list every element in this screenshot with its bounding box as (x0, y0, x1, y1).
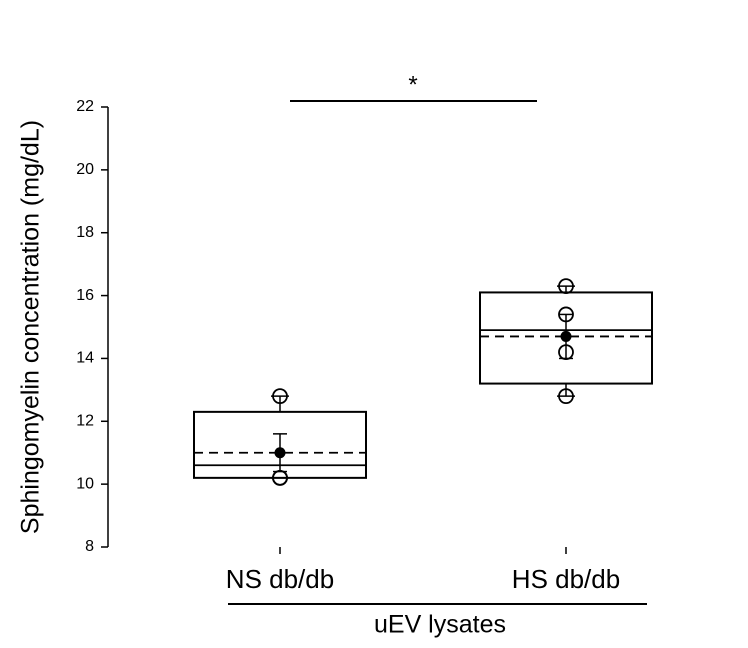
x-tick-label: HS db/db (512, 564, 620, 594)
y-tick-label: 14 (76, 350, 94, 367)
y-tick-label: 20 (76, 161, 94, 178)
mean-point (560, 330, 572, 342)
data-point (558, 306, 574, 323)
box (193, 410, 367, 479)
data-point (558, 278, 574, 295)
data-point (558, 388, 574, 405)
data-point (272, 469, 288, 486)
significance-marker: * (408, 71, 417, 98)
mean-point (274, 447, 286, 459)
y-tick-label: 18 (76, 224, 94, 241)
x-tick-label: NS db/db (226, 564, 334, 594)
data-point (272, 388, 288, 405)
y-tick-label: 10 (76, 475, 94, 492)
y-tick-label: 22 (76, 98, 94, 115)
y-tick-label: 16 (76, 287, 94, 304)
y-tick-label: 8 (85, 538, 94, 555)
data-point (558, 344, 574, 361)
y-axis-label: Sphingomyelin concentration (mg/dL) (17, 120, 45, 534)
x-axis-label: uEV lysates (374, 611, 506, 639)
y-tick-label: 12 (76, 413, 94, 430)
